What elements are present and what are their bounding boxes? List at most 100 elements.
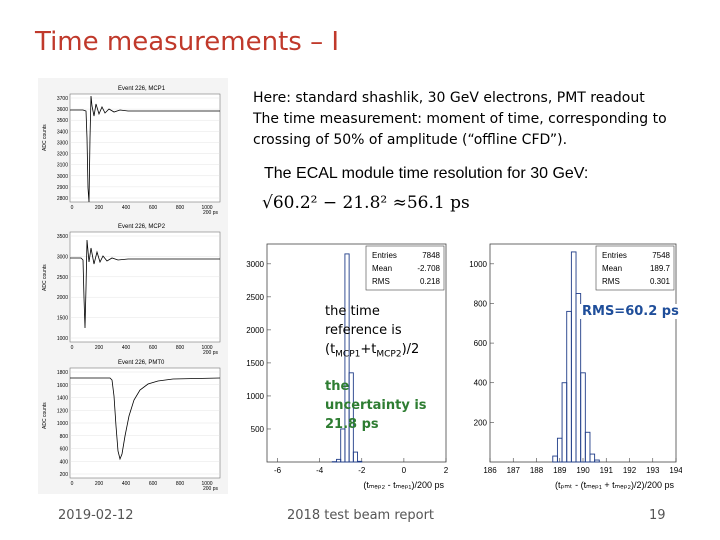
y-tick-label: 200 bbox=[474, 418, 488, 427]
x-tick-label: 188 bbox=[530, 466, 544, 475]
y-tick-label: 3000 bbox=[246, 260, 264, 269]
waveform-title: Event 226, MCP2 bbox=[118, 224, 166, 230]
intro-line: Here: standard shashlik, 30 GeV electron… bbox=[253, 90, 645, 106]
x-tick-label: 191 bbox=[600, 466, 614, 475]
uncertainty-note-line: uncertainty is bbox=[325, 398, 427, 413]
footer-date: 2019-02-12 bbox=[58, 508, 134, 523]
waveform-xtick: 0 bbox=[71, 481, 74, 487]
stats-box bbox=[595, 245, 675, 291]
x-tick-label: 2 bbox=[444, 466, 449, 475]
waveform-ytick: 2000 bbox=[57, 295, 68, 301]
waveform-plot-mcp2: Event 226, MCP2 ADC counts 3500 3000 2500 2… bbox=[38, 218, 228, 358]
x-axis-label: (tₘₑₚ₂ - tₘₑₚ₁)/200 ps bbox=[363, 480, 444, 490]
uncertainty-note-line: 21.8 ps bbox=[325, 417, 379, 432]
y-tick-label: 500 bbox=[251, 425, 265, 434]
uncertainty-note-line: the bbox=[325, 379, 350, 394]
waveform-ytick: 3100 bbox=[57, 163, 68, 169]
uncertainty-note: the uncertainty is 21.8 ps bbox=[325, 377, 455, 434]
waveform-ytick: 2500 bbox=[57, 275, 68, 281]
stats-value: 0.301 bbox=[650, 277, 671, 286]
x-axis-label: (tₚₘₜ - (tₘₑₚ₁ + tₘₑₚ₂)/2)/200 ps bbox=[555, 480, 675, 490]
waveform-ytick: 1600 bbox=[57, 383, 68, 389]
waveform-plot-pmt0: Event 226, PMT0 ADC counts 1800 1600 1400 1… bbox=[38, 356, 228, 494]
waveform-ytick: 3700 bbox=[57, 96, 68, 102]
waveform-ytick: 1400 bbox=[57, 396, 68, 402]
waveform-ytick: 200 bbox=[60, 472, 69, 478]
histogram-bin bbox=[580, 372, 586, 463]
waveform-ytick: 400 bbox=[60, 459, 69, 465]
slide-title: Time measurements – I bbox=[35, 27, 340, 57]
waveform-ytick: 3500 bbox=[57, 118, 68, 124]
waveform-trace bbox=[70, 95, 220, 203]
y-tick-label: 1000 bbox=[469, 260, 487, 269]
waveform-xtick: 1000 bbox=[201, 345, 212, 351]
histogram-bin bbox=[357, 460, 363, 463]
rms-note: RMS=60.2 ps bbox=[580, 304, 681, 319]
waveform-xunit: 200 ps bbox=[203, 486, 219, 492]
waveform-xtick: 400 bbox=[122, 205, 131, 211]
waveform-xtick: 1000 bbox=[201, 205, 212, 211]
waveform-xtick: 800 bbox=[176, 481, 185, 487]
y-tick-label: 800 bbox=[474, 299, 488, 308]
waveform-xtick: 600 bbox=[149, 481, 158, 487]
x-tick-label: 187 bbox=[507, 466, 521, 475]
waveform-xtick: 600 bbox=[149, 205, 158, 211]
reference-formula: (tMCP1+tMCP2)/2 bbox=[325, 342, 420, 360]
waveform-title: Event 226, MCP1 bbox=[118, 86, 166, 92]
resolution-formula: √60.2² − 21.8² ≈56.1 ps bbox=[262, 193, 470, 213]
waveform-xunit: 200 ps bbox=[203, 350, 219, 356]
stats-value: -2.708 bbox=[417, 264, 440, 273]
waveform-ytick: 3200 bbox=[57, 152, 68, 158]
footer-title: 2018 test beam report bbox=[287, 508, 435, 523]
waveform-ylabel: ADC counts bbox=[42, 402, 48, 429]
waveform-ytick: 600 bbox=[60, 447, 69, 453]
y-tick-label: 600 bbox=[474, 339, 488, 348]
intro-text: Here: standard shashlik, 30 GeV electron… bbox=[253, 88, 703, 151]
x-tick-label: -4 bbox=[316, 466, 324, 475]
stats-label: RMS bbox=[602, 277, 620, 286]
stats-value: 7548 bbox=[652, 251, 670, 260]
intro-line: The time measurement: moment of time, co… bbox=[253, 111, 667, 127]
stats-label: Mean bbox=[602, 264, 622, 273]
reference-note-line: reference is bbox=[325, 323, 402, 338]
stats-label: Entries bbox=[602, 251, 627, 260]
resolution-heading: The ECAL module time resolution for 30 G… bbox=[264, 165, 589, 182]
waveform-xtick: 200 bbox=[95, 345, 104, 351]
x-tick-label: 186 bbox=[483, 466, 497, 475]
stats-box bbox=[365, 245, 445, 291]
waveform-ytick: 1800 bbox=[57, 370, 68, 376]
stats-label: Entries bbox=[372, 251, 397, 260]
waveform-ytick: 2800 bbox=[57, 196, 68, 202]
waveform-ytick: 1000 bbox=[57, 421, 68, 427]
stats-value: 189.7 bbox=[650, 264, 671, 273]
waveform-xtick: 800 bbox=[176, 205, 185, 211]
waveform-xtick: 400 bbox=[122, 481, 131, 487]
waveform-ylabel: ADC counts bbox=[42, 124, 48, 151]
y-tick-label: 400 bbox=[474, 379, 488, 388]
stats-label: Mean bbox=[372, 264, 392, 273]
histogram-bin bbox=[589, 453, 596, 463]
reference-note: the time reference is (tMCP1+tMCP2)/2 bbox=[325, 302, 445, 365]
waveform-xunit: 200 ps bbox=[203, 210, 219, 216]
waveform-trace bbox=[70, 377, 221, 461]
waveform-ytick: 800 bbox=[60, 434, 69, 440]
waveform-ylabel: ADC counts bbox=[42, 264, 48, 291]
waveform-trace bbox=[70, 239, 220, 329]
waveform-xtick: 800 bbox=[176, 345, 185, 351]
x-tick-label: -2 bbox=[358, 466, 366, 475]
histogram-pmt-time: 200 400 600 800 1000 186 187 188 189 190 191 192 193… bbox=[460, 240, 682, 498]
waveform-ytick: 3400 bbox=[57, 129, 68, 135]
waveform-title: Event 226, PMT0 bbox=[118, 360, 165, 366]
histogram-bin bbox=[348, 372, 354, 463]
waveform-plot-mcp1: Event 226, MCP1 ADC counts 3700 3600 3500 3… bbox=[38, 78, 228, 218]
x-tick-label: 0 bbox=[402, 466, 407, 475]
waveform-xtick: 0 bbox=[71, 345, 74, 351]
y-tick-label: 2500 bbox=[246, 293, 264, 302]
waveform-xtick: 200 bbox=[95, 205, 104, 211]
y-tick-label: 1500 bbox=[246, 359, 264, 368]
y-tick-label: 1000 bbox=[246, 392, 264, 401]
waveform-xtick: 600 bbox=[149, 345, 158, 351]
waveform-xtick: 400 bbox=[122, 345, 131, 351]
reference-note-line: the time bbox=[325, 304, 380, 319]
waveform-ytick: 1000 bbox=[57, 336, 68, 342]
